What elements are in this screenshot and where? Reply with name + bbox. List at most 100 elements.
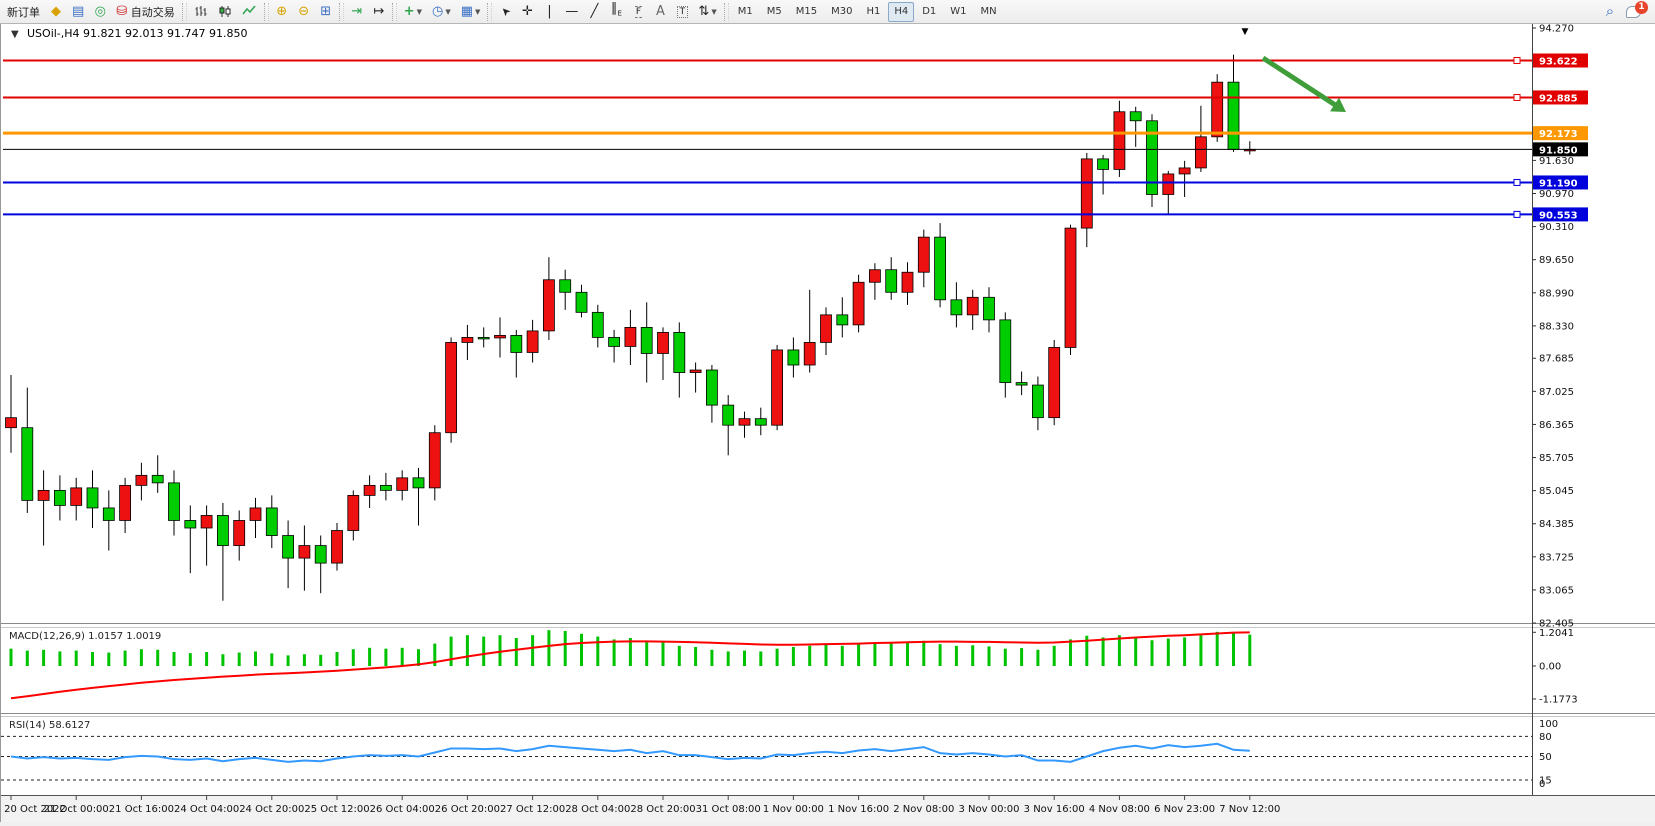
timeframe-M15[interactable]: M15 bbox=[795, 6, 818, 17]
hline-handle[interactable] bbox=[1513, 93, 1521, 101]
candle-body bbox=[934, 236, 946, 301]
hline-handle[interactable] bbox=[1513, 56, 1521, 64]
price-chart-canvas[interactable]: 1.2041 0.00 -1.1773 100 80 50 150 94.270 91.63… bbox=[1, 24, 1655, 822]
chart-collapse-marker[interactable]: ▼ bbox=[11, 29, 19, 40]
toolbar-separator bbox=[487, 2, 493, 21]
signals-button[interactable]: ◎ bbox=[90, 2, 110, 22]
auto-scroll-button[interactable]: ⇥ bbox=[347, 2, 367, 22]
candle-body bbox=[657, 332, 669, 354]
time-tick-label: 24 Oct 20:00 bbox=[239, 804, 304, 815]
chart-header-ohlc: USOil-,H4 91.821 92.013 91.747 91.850 bbox=[27, 27, 247, 40]
timeframe-M5[interactable]: M5 bbox=[766, 6, 782, 17]
periods-button[interactable]: ◷ ▼ bbox=[428, 2, 455, 22]
add-indicator-button[interactable]: + ▼ bbox=[400, 2, 426, 22]
time-tick-label: 3 Nov 00:00 bbox=[958, 804, 1019, 815]
chevron-down-icon: ▼ bbox=[475, 7, 481, 16]
price-tick-label: 84.385 bbox=[1539, 519, 1574, 530]
rsi-tick-label: 50 bbox=[1539, 752, 1552, 763]
chart-shift-button[interactable]: ↦ bbox=[369, 2, 389, 22]
candle-body bbox=[510, 335, 523, 353]
candle-body bbox=[37, 489, 50, 501]
candle-body bbox=[738, 418, 751, 426]
timeframe-W1[interactable]: W1 bbox=[950, 6, 967, 17]
price-tick-label: 90.310 bbox=[1539, 222, 1574, 233]
text-label-icon: T bbox=[676, 5, 689, 18]
timeframe-MN[interactable]: MN bbox=[980, 6, 997, 17]
timeframe-D1[interactable]: D1 bbox=[922, 6, 937, 17]
chart-shift-marker[interactable]: ▼ bbox=[1242, 27, 1249, 37]
chevron-down-icon: ▼ bbox=[711, 7, 717, 16]
rsi-tick-label: 80 bbox=[1539, 732, 1552, 743]
notification-badge: 1 bbox=[1635, 0, 1648, 14]
horizontal-line-button[interactable]: — bbox=[561, 2, 582, 22]
notifications-button[interactable]: 1 bbox=[1622, 0, 1648, 22]
tile-windows-button[interactable]: ⊞ bbox=[316, 2, 336, 22]
candle-body bbox=[1080, 158, 1093, 229]
candle-body bbox=[396, 477, 409, 491]
candle-body bbox=[689, 369, 702, 373]
charts-window-button[interactable]: ▤ bbox=[68, 2, 88, 22]
time-tick-label: 25 Oct 12:00 bbox=[304, 804, 369, 815]
market-watch-button[interactable]: ◆ bbox=[46, 2, 66, 22]
trendline-button[interactable]: ╱ bbox=[584, 2, 604, 22]
channel-button[interactable]: ∥E bbox=[606, 2, 626, 22]
price-tick-label: 82.405 bbox=[1539, 619, 1574, 630]
text-button[interactable]: A bbox=[650, 2, 670, 22]
price-tag bbox=[1533, 53, 1588, 68]
price-tick-label: 87.685 bbox=[1539, 354, 1574, 365]
timeframe-H1[interactable]: H1 bbox=[866, 6, 881, 17]
new-order-button[interactable]: 新订单 bbox=[3, 2, 44, 22]
timeframe-H4[interactable]: H4 bbox=[888, 1, 915, 22]
zoom-out-button[interactable]: ⊖ bbox=[294, 2, 314, 22]
trend-arrow-line[interactable] bbox=[1261, 55, 1341, 110]
time-tick-label: 21 Oct 00:00 bbox=[44, 804, 109, 815]
time-tick-label: 4 Nov 08:00 bbox=[1089, 804, 1150, 815]
candle-body bbox=[477, 337, 490, 340]
broadcast-icon: ◎ bbox=[94, 4, 106, 19]
candle-body bbox=[673, 332, 686, 373]
trendline-icon: ╱ bbox=[590, 4, 599, 19]
time-tick-label: 26 Oct 20:00 bbox=[435, 804, 500, 815]
candle-body bbox=[298, 545, 311, 559]
timeframe-M30[interactable]: M30 bbox=[831, 6, 853, 17]
cursor-button[interactable]: ➤ bbox=[495, 2, 515, 22]
hline-handle[interactable] bbox=[1513, 178, 1521, 186]
crosshair-icon: ✛ bbox=[521, 4, 533, 19]
text-label-button[interactable]: T bbox=[672, 2, 692, 22]
candle-body bbox=[1227, 81, 1240, 150]
candle-body bbox=[200, 515, 213, 529]
price-tag-label: 92.885 bbox=[1539, 93, 1578, 104]
templates-button[interactable]: ▦ ▼ bbox=[457, 2, 485, 22]
candle-chart-button[interactable] bbox=[214, 2, 236, 22]
candle-body bbox=[119, 484, 131, 521]
autotrade-button[interactable]: ⛁ 自动交易 bbox=[112, 2, 178, 22]
tile-windows-icon: ⊞ bbox=[320, 4, 332, 19]
zoom-in-button[interactable]: ⊕ bbox=[272, 2, 292, 22]
timeframe-bar: M1 M5 M15 M30 H1 H4 D1 W1 MN bbox=[731, 1, 1004, 22]
line-chart-button[interactable] bbox=[238, 2, 261, 22]
vertical-line-button[interactable]: | bbox=[539, 2, 559, 22]
candle-body bbox=[575, 291, 588, 313]
candle-body bbox=[102, 507, 115, 521]
bar-chart-button[interactable] bbox=[190, 2, 212, 22]
candle-body bbox=[852, 281, 865, 326]
candle-body bbox=[1129, 111, 1142, 122]
time-tick-label: 6 Nov 23:00 bbox=[1154, 804, 1215, 815]
candle-body bbox=[591, 311, 604, 338]
annotation-arrow-layer bbox=[1261, 55, 1346, 112]
search-button[interactable]: ⌕ bbox=[1600, 2, 1620, 22]
fibonacci-button[interactable]: F bbox=[628, 2, 648, 22]
price-axis[interactable]: 94.270 91.630 90.970 90.310 89.650 88.990 88.3… bbox=[1532, 24, 1588, 630]
cursor-icon: ➤ bbox=[497, 3, 514, 20]
candle-body bbox=[608, 337, 620, 347]
timeframe-M1[interactable]: M1 bbox=[737, 6, 753, 17]
rsi-tick-label: 100 bbox=[1539, 719, 1558, 730]
time-tick-label: 1 Nov 00:00 bbox=[763, 804, 824, 815]
shapes-button[interactable]: ⇅ ▼ bbox=[694, 2, 720, 22]
price-tag bbox=[1533, 142, 1588, 157]
hline-handle[interactable] bbox=[1513, 210, 1521, 218]
trend-arrow-head[interactable] bbox=[1330, 97, 1346, 112]
crosshair-button[interactable]: ✛ bbox=[517, 2, 537, 22]
macd-signal-line bbox=[10, 631, 1250, 700]
